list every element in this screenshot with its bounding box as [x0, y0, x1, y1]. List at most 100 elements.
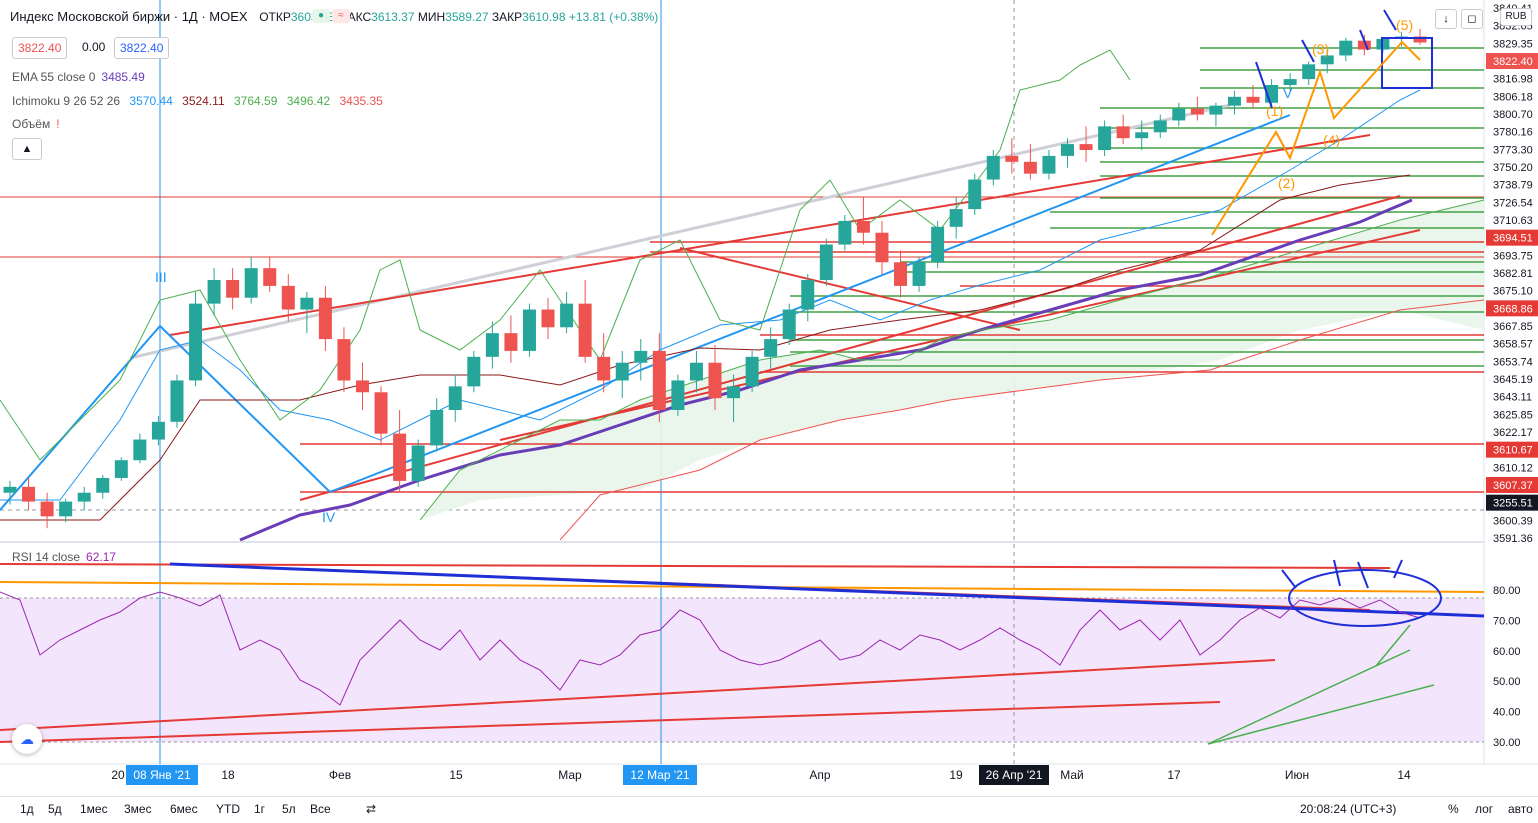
candle	[522, 309, 536, 351]
price-tick-label: 3607.37	[1493, 480, 1533, 492]
range-all[interactable]: Все	[310, 802, 331, 816]
scroll-down-button[interactable]: ↓	[1435, 9, 1457, 29]
candle	[430, 410, 444, 446]
price-tick-label: 3610.12	[1493, 462, 1533, 474]
range-3m[interactable]: 3мес	[124, 802, 152, 816]
candle	[1061, 144, 1074, 156]
range-1m[interactable]: 1мес	[80, 802, 108, 816]
time-label-bg	[979, 765, 1049, 785]
rsi-tick-label: 70.00	[1493, 615, 1521, 627]
ichimoku-legend: Ichimoku 9 26 52 26 3570.44 3524.11 3764…	[12, 94, 383, 108]
candle	[207, 280, 221, 304]
candle	[337, 339, 351, 381]
candle	[838, 220, 852, 245]
candle	[356, 380, 369, 393]
candle	[745, 356, 759, 387]
candle	[467, 356, 481, 387]
wave-label: V	[1283, 85, 1293, 101]
candle	[40, 501, 54, 517]
candle	[689, 362, 703, 381]
candle	[652, 350, 666, 410]
collapse-legend-button[interactable]: ▲	[12, 138, 42, 160]
candle	[1357, 40, 1371, 50]
tradingview-logo-icon[interactable]: ☁	[12, 724, 42, 754]
time-axis: 20 08 Янв '21 18 Фев 15 Мар 12 Мар '21 Апр 19 26 …	[111, 765, 1411, 785]
candle	[856, 220, 870, 233]
wave-label: (2)	[1278, 175, 1295, 191]
log-toggle[interactable]: лог	[1475, 802, 1494, 816]
candle	[1246, 96, 1260, 103]
price-tick-label: 3682.81	[1493, 268, 1533, 280]
auto-toggle[interactable]: авто	[1508, 802, 1533, 816]
sell-price-button[interactable]: 3822.40	[12, 37, 68, 59]
candle	[374, 392, 388, 434]
candle	[986, 155, 1000, 180]
price-tick-label: 3658.57	[1493, 339, 1533, 351]
candle	[708, 362, 722, 399]
candle	[1190, 108, 1204, 115]
candle	[1320, 55, 1334, 65]
price-tick-label: 3591.36	[1493, 533, 1533, 545]
percent-toggle[interactable]: %	[1448, 802, 1459, 816]
time-label-bg	[623, 765, 697, 785]
clock-readout[interactable]: 20:08:24 (UTC+3)	[1300, 802, 1397, 816]
candle	[1227, 96, 1241, 106]
range-ytd[interactable]: YTD	[216, 802, 240, 816]
price-tick-label: 3694.51	[1493, 233, 1533, 245]
candle	[894, 262, 908, 286]
range-5d[interactable]: 5д	[48, 802, 62, 816]
time-label-bg	[126, 765, 198, 785]
price-tick-label: 3780.16	[1493, 127, 1533, 139]
candle	[597, 356, 611, 381]
candle	[801, 280, 815, 310]
time-tick-label: 19	[949, 768, 963, 782]
price-tick-label: 3645.19	[1493, 374, 1533, 386]
range-1y[interactable]: 1г	[254, 802, 266, 816]
price-tick-label: 3600.39	[1493, 515, 1533, 527]
price-tick-label: 3653.74	[1493, 356, 1533, 368]
range-1d[interactable]: 1д	[20, 802, 34, 816]
candle	[1339, 40, 1353, 56]
candle	[504, 333, 518, 351]
candle	[1413, 36, 1427, 43]
price-label-bg	[1486, 494, 1538, 511]
price-tick-label: 3255.51	[1493, 498, 1533, 510]
candle	[1302, 64, 1316, 80]
range-5y[interactable]: 5л	[282, 802, 296, 816]
rsi-band	[0, 598, 1484, 742]
price-tick-label: 3750.20	[1493, 162, 1533, 174]
candle	[170, 380, 184, 422]
candle	[819, 244, 833, 280]
date-range-icon[interactable]: ⇄	[366, 802, 377, 816]
wave-label: (4)	[1323, 132, 1340, 148]
candle	[114, 460, 128, 478]
ohlc-readout: ОТКР3603.13 МАКС3613.37 МИН3589.27 ЗАКР3…	[259, 10, 659, 24]
candle	[189, 303, 203, 381]
candle	[1172, 108, 1186, 121]
time-tick-label: Апр	[809, 768, 831, 782]
bottom-toolbar: 1д 5д 1мес 3мес 6мес YTD 1г 5л Все ⇄ 20:…	[0, 796, 1538, 823]
orange-wave	[1211, 40, 1421, 236]
horizontal-levels	[0, 196, 1484, 493]
candle	[3, 486, 17, 493]
candle	[949, 209, 963, 227]
candle	[1283, 79, 1297, 85]
price-tick-label: 3806.18	[1493, 91, 1533, 103]
rsi-highlight-ellipse	[1288, 569, 1442, 627]
time-tick-label: 26 Апр '21	[986, 768, 1043, 782]
candlesticks	[3, 28, 1427, 529]
market-status-icon[interactable]: ●	[312, 9, 330, 23]
price-label-bg	[1486, 477, 1538, 493]
buy-price-button[interactable]: 3822.40	[114, 37, 170, 59]
wave-icon[interactable]: ≈	[332, 9, 350, 23]
time-tick-label: Фев	[329, 768, 351, 782]
spread-value: 0.00	[82, 40, 106, 54]
candle	[875, 232, 889, 263]
red-trendline-upper	[169, 134, 1371, 336]
range-6m[interactable]: 6мес	[170, 802, 198, 816]
fullscreen-button[interactable]: ◻	[1461, 9, 1483, 29]
currency-badge[interactable]: RUB	[1500, 8, 1532, 26]
price-tick-label: 3816.98	[1493, 74, 1533, 86]
candle	[727, 386, 741, 399]
